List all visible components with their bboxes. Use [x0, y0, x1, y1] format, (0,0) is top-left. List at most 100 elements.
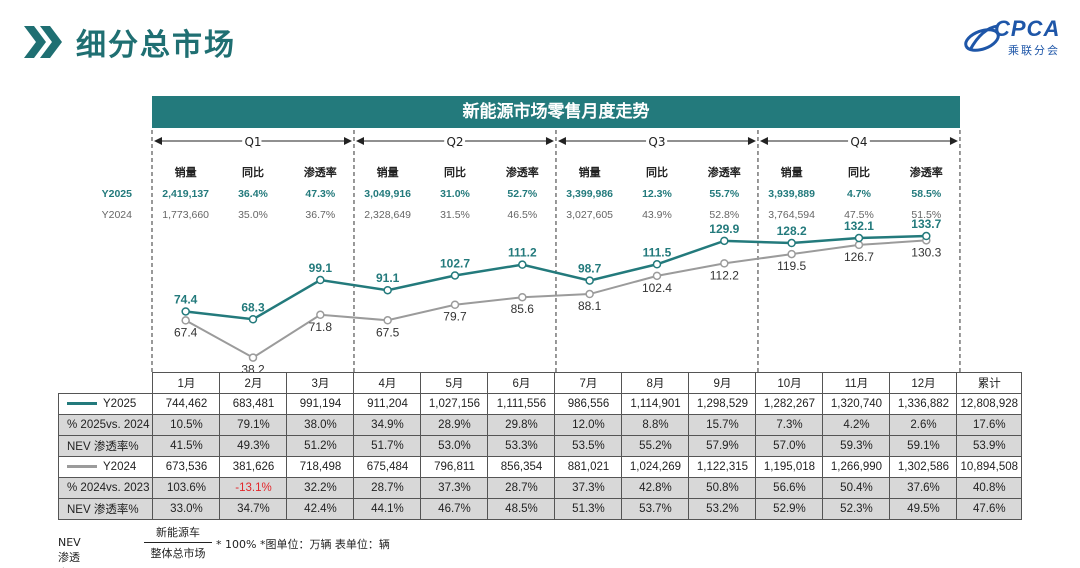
- total-cell: 53.9%: [956, 435, 1023, 457]
- footnote-denominator: 整体总市场: [150, 547, 206, 560]
- table-cell: 56.6%: [755, 477, 824, 499]
- quarter-column-header: 渗透率: [506, 165, 539, 179]
- quarter-y2025-yoy: 4.7%: [847, 188, 872, 200]
- table-cell: 29.8%: [487, 414, 556, 436]
- quarter-column-header: 渗透率: [304, 165, 337, 179]
- table-cell: 53.2%: [688, 498, 757, 520]
- double-chevron-icon: [24, 26, 62, 58]
- quarter-y2024-sales: 3,764,594: [768, 209, 815, 221]
- data-point-y2025: [787, 238, 796, 248]
- data-point-y2025: [652, 260, 662, 269]
- quarter-y2024-pen: 52.8%: [709, 209, 739, 221]
- nev-monthly-trend-chart: Q1 销量 同比 渗透率 2,419,137 1,773,660 36.4% 35.0% 47.…: [102, 130, 961, 373]
- quarter-y2024-sales: 2,328,649: [364, 209, 411, 221]
- data-point-y2025: [922, 231, 931, 241]
- table-cell: 986,556: [554, 393, 623, 415]
- arrow-right-icon: [545, 137, 554, 145]
- quarter-column-header: 同比: [646, 165, 668, 179]
- table-cell: 28.7%: [353, 477, 422, 499]
- data-label-y2025: 128.2: [777, 224, 807, 238]
- row-label: % 2024vs. 2023: [57, 477, 154, 499]
- table-row: Y2024 673,536 381,626 718,498 675,484 796,811…: [57, 456, 1023, 478]
- row-label: Y2025: [57, 393, 154, 415]
- quarter-y2024-sales: 3,027,605: [566, 209, 613, 221]
- data-label-y2025: 102.7: [440, 256, 470, 270]
- table-cell: 381,626: [219, 456, 288, 478]
- data-label-y2024: 126.7: [844, 250, 874, 264]
- quarter-y2024-yoy: 47.5%: [844, 209, 874, 221]
- table-cell: 79.1%: [219, 414, 288, 436]
- table-cell: 48.5%: [487, 498, 556, 520]
- data-label-y2024: 67.5: [376, 325, 400, 339]
- total-cell: 12,808,928: [956, 393, 1023, 415]
- data-label-y2024: 130.3: [911, 245, 941, 259]
- cpca-swoosh-icon: [964, 24, 1000, 52]
- monthly-data-table: 1月 2月 3月 4月 5月 6月 7月 8月 9月 10月 11月 12月 累…: [57, 372, 1023, 520]
- arrow-left-icon: [355, 137, 364, 145]
- table-cell: 1,302,586: [889, 456, 958, 478]
- data-label-y2024: 38.2: [241, 363, 265, 373]
- data-label-y2025: 111.5: [643, 245, 672, 259]
- footnote-fraction: 新能源车 整体总市场: [144, 524, 212, 561]
- arrow-left-icon: [557, 137, 566, 145]
- data-point-y2024: [181, 316, 190, 325]
- table-cell: 1,122,315: [688, 456, 757, 478]
- page-title: 细分总市场: [76, 28, 236, 63]
- quarter-y2025-pen: 52.7%: [507, 188, 537, 200]
- quarter-column-header: 渗透率: [708, 165, 741, 179]
- table-cell: 53.7%: [621, 498, 690, 520]
- quarter-y2024-yoy: 43.9%: [642, 209, 672, 221]
- quarter-y2025-sales: 2,419,137: [162, 188, 209, 200]
- table-cell: 4.2%: [822, 414, 891, 436]
- data-label-y2025: 98.7: [578, 262, 602, 276]
- table-cell: 103.6%: [152, 477, 221, 499]
- data-label-y2024: 85.6: [511, 302, 535, 316]
- month-header: 2月: [219, 372, 288, 394]
- quarter-column-header: 同比: [444, 165, 466, 179]
- month-header: 7月: [554, 372, 623, 394]
- total-header: 累计: [956, 372, 1023, 394]
- table-cell: 1,336,882: [889, 393, 958, 415]
- quarter-column-header: 销量: [781, 165, 803, 179]
- data-point-y2024: [854, 240, 864, 250]
- table-cell: 718,498: [286, 456, 355, 478]
- data-label-y2025: 111.2: [508, 246, 537, 260]
- table-cell: 1,298,529: [688, 393, 757, 415]
- quarter-label: Q4: [850, 135, 867, 149]
- table-cell: 50.4%: [822, 477, 891, 499]
- table-cell: 7.3%: [755, 414, 824, 436]
- table-cell: 59.1%: [889, 435, 958, 457]
- table-cell: 51.3%: [554, 498, 623, 520]
- table-cell: 37.6%: [889, 477, 958, 499]
- data-point-y2024: [518, 292, 527, 302]
- quarter-column-header: 渗透率: [910, 165, 943, 179]
- month-header: 4月: [353, 372, 422, 394]
- legend-line-icon: [67, 402, 97, 406]
- month-header: 9月: [688, 372, 757, 394]
- data-point-y2025: [854, 233, 864, 243]
- table-cell: 744,462: [152, 393, 221, 415]
- table-cell: 51.7%: [353, 435, 422, 457]
- month-header: 1月: [152, 372, 221, 394]
- table-cell: 42.4%: [286, 498, 355, 520]
- row-label-text: % 2025vs. 2024: [67, 419, 150, 431]
- table-cell: 57.0%: [755, 435, 824, 457]
- table-cell: 44.1%: [353, 498, 422, 520]
- quarter-y2025-sales: 3,939,889: [768, 188, 815, 200]
- table-cell: 53.0%: [420, 435, 489, 457]
- table-cell: 57.9%: [688, 435, 757, 457]
- quarter-column-header: 销量: [175, 165, 197, 179]
- table-row: NEV 渗透率% 33.0% 34.7% 42.4% 44.1% 46.7% 48.5% 51…: [57, 498, 1023, 520]
- table-cell: 49.3%: [219, 435, 288, 457]
- data-label-y2024: 88.1: [578, 299, 602, 313]
- table-cell: 856,354: [487, 456, 556, 478]
- quarter-y2025-sales: 3,399,986: [566, 188, 613, 200]
- table-cell: 683,481: [219, 393, 288, 415]
- logo-subtitle: 乘联分会: [1008, 44, 1060, 57]
- data-point-y2024: [383, 316, 392, 325]
- quarter-y2024-sales: 1,773,660: [162, 209, 209, 221]
- table-cell: 46.7%: [420, 498, 489, 520]
- footnote-rhs: * 100% *图单位：万辆 表单位：辆: [216, 538, 390, 551]
- table-cell: -13.1%: [219, 477, 288, 499]
- table-cell: 52.3%: [822, 498, 891, 520]
